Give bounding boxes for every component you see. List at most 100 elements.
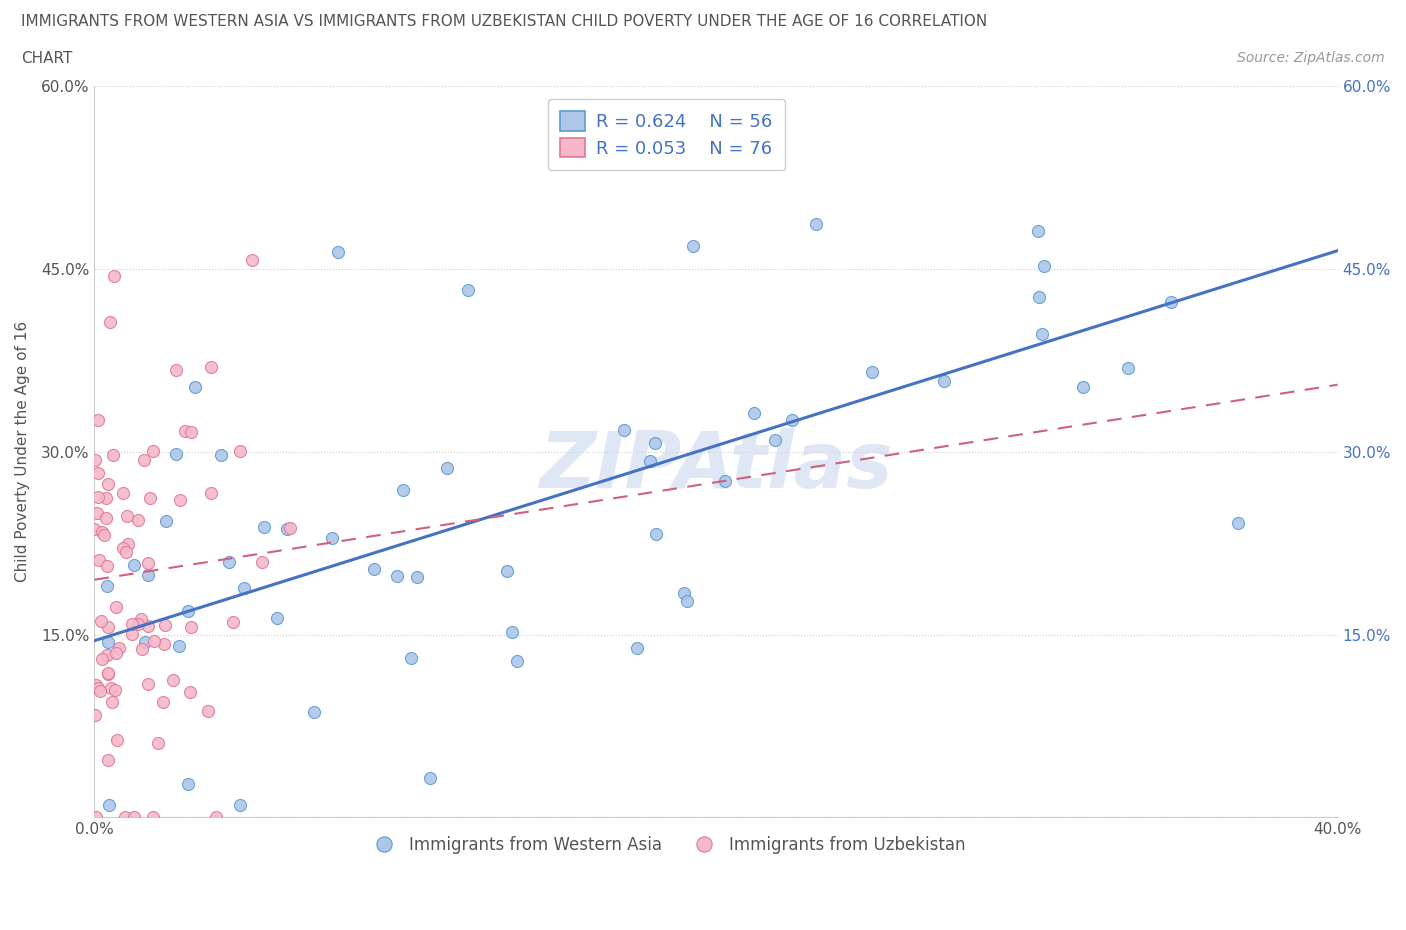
Point [122,557,145,572]
Text: IMMIGRANTS FROM WESTERN ASIA VS IMMIGRANTS FROM UZBEKISTAN CHILD POVERTY UNDER T: IMMIGRANTS FROM WESTERN ASIA VS IMMIGRAN… [21,14,987,29]
Point [91,525,114,539]
Point [89,684,111,698]
Point [143,633,166,648]
Point [205,810,228,825]
Point [90,614,112,629]
Point [115,545,138,560]
Point [169,493,191,508]
Point [436,461,458,476]
Point [645,527,668,542]
Point [94,490,117,505]
Point [1032,259,1054,273]
Point [387,568,409,583]
Y-axis label: Child Poverty Under the Age of 16: Child Poverty Under the Age of 16 [15,321,30,582]
Point [87,465,110,480]
Point [276,522,298,537]
Point [87,412,110,427]
Point [506,654,529,669]
Text: Source: ZipAtlas.com: Source: ZipAtlas.com [1237,51,1385,65]
Point [127,617,149,631]
Point [228,444,250,458]
Point [673,586,696,601]
Point [104,646,127,661]
Point [121,627,143,642]
Point [804,216,827,231]
Point [129,611,152,626]
Point [97,476,120,491]
Point [84,678,107,693]
Point [96,559,118,574]
Point [1116,360,1139,375]
Point [1160,295,1182,310]
Point [162,672,184,687]
Point [89,553,111,568]
Point [501,625,523,640]
Point [177,776,200,790]
Point [155,513,177,528]
Point [613,422,636,437]
Point [184,379,207,394]
Point [96,667,118,682]
Point [83,522,105,537]
Point [139,490,162,505]
Point [90,651,112,666]
Point [86,506,108,521]
Text: ZIPAtlas: ZIPAtlas [540,429,893,504]
Point [87,681,110,696]
Point [117,537,139,551]
Point [266,610,288,625]
Point [644,436,666,451]
Point [93,528,115,543]
Point [1031,326,1053,341]
Point [153,636,176,651]
Point [406,570,429,585]
Point [180,620,202,635]
Point [328,245,350,259]
Point [714,473,737,488]
Point [134,634,156,649]
Point [253,519,276,534]
Point [321,531,343,546]
Point [250,554,273,569]
Point [240,253,263,268]
Point [121,617,143,631]
Point [782,412,804,427]
Point [96,579,118,594]
Point [200,359,222,374]
Point [115,509,138,524]
Point [96,648,118,663]
Point [100,681,122,696]
Point [96,511,118,525]
Text: CHART: CHART [21,51,73,66]
Point [107,641,129,656]
Point [131,642,153,657]
Point [97,619,120,634]
Point [138,677,160,692]
Point [1028,289,1050,304]
Point [122,810,145,825]
Point [141,444,163,458]
Point [197,703,219,718]
Point [136,556,159,571]
Point [180,425,202,440]
Point [638,453,661,468]
Point [134,453,156,468]
Point [84,810,107,825]
Point [165,446,187,461]
Legend: Immigrants from Western Asia, Immigrants from Uzbekistan: Immigrants from Western Asia, Immigrants… [361,829,972,860]
Point [105,599,128,614]
Point [153,618,176,632]
Point [101,695,124,710]
Point [302,705,325,720]
Point [218,554,240,569]
Point [176,604,198,618]
Point [136,567,159,582]
Point [97,634,120,649]
Point [152,695,174,710]
Point [112,540,135,555]
Point [860,365,883,380]
Point [114,810,136,825]
Point [83,453,105,468]
Point [1226,516,1249,531]
Point [496,564,519,578]
